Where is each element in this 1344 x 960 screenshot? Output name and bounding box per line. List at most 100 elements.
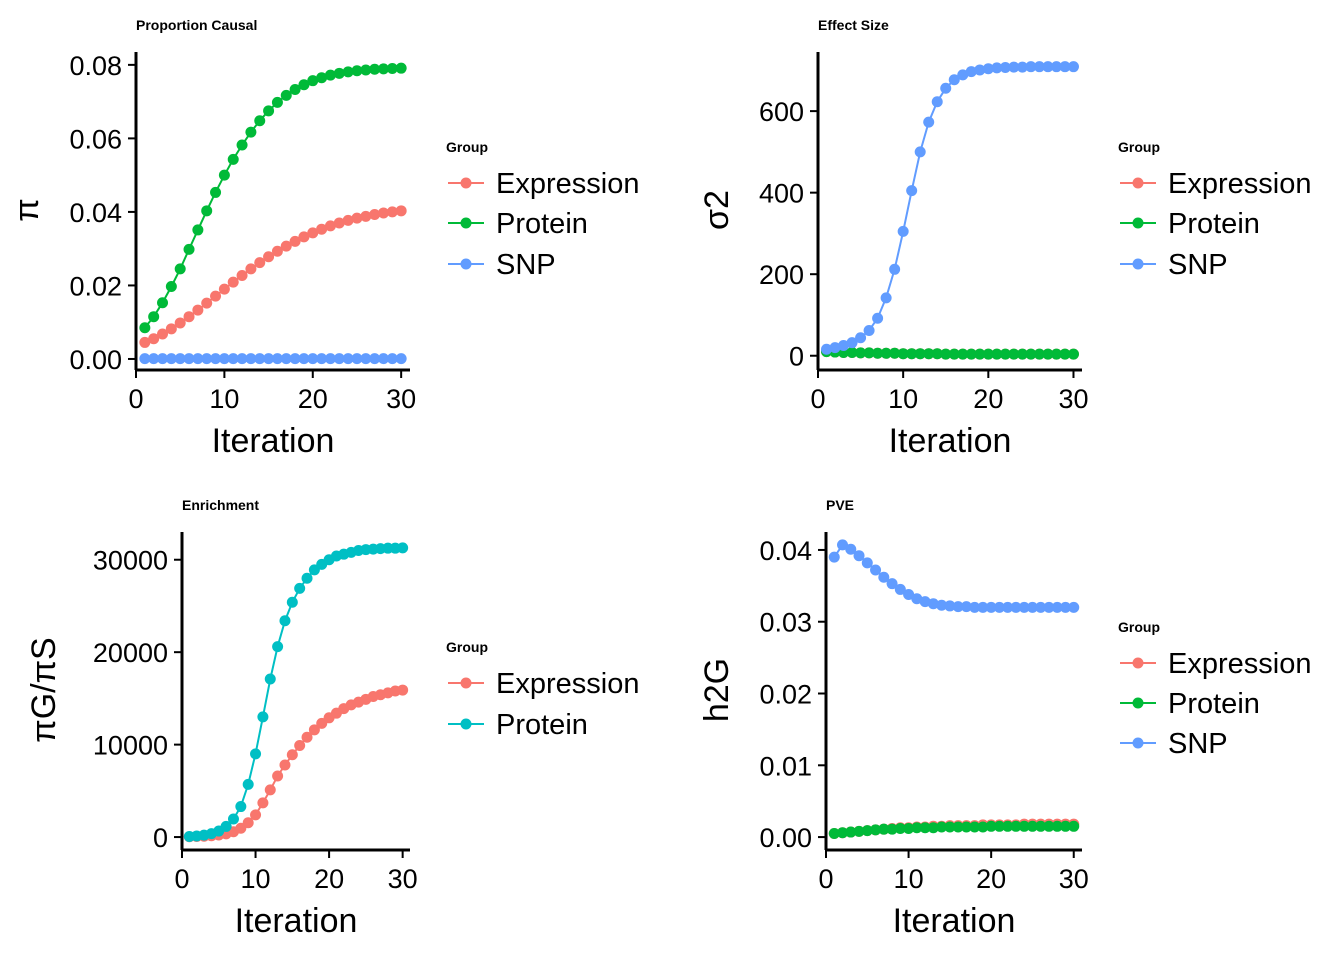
- data-point: [264, 784, 276, 796]
- data-point: [333, 67, 345, 79]
- data-point: [872, 347, 884, 359]
- x-axis-label: Iteration: [212, 422, 335, 460]
- x-axis-label: Iteration: [235, 902, 358, 940]
- data-point: [280, 353, 292, 365]
- data-point: [919, 822, 931, 834]
- data-point: [974, 348, 986, 360]
- data-point: [1068, 601, 1080, 613]
- series-line: [189, 689, 403, 838]
- data-point: [1043, 601, 1055, 613]
- data-point: [289, 353, 301, 365]
- series-line: [826, 65, 1074, 351]
- data-point: [242, 778, 254, 790]
- y-tick-label: 0.01: [759, 751, 812, 781]
- legend-entry: SNP: [496, 249, 556, 281]
- data-point: [940, 82, 952, 94]
- legend-title: Group: [1118, 139, 1160, 155]
- legend: Group Expression Protein: [446, 639, 639, 741]
- data-point: [386, 206, 398, 218]
- data-point: [982, 348, 994, 360]
- y-tick-label: 30000: [93, 546, 168, 576]
- chart-title: Enrichment: [182, 497, 259, 513]
- data-point: [369, 63, 381, 75]
- data-point: [940, 348, 952, 360]
- data-point: [279, 615, 291, 627]
- data-point: [324, 353, 336, 365]
- data-point: [993, 601, 1005, 613]
- data-point: [1002, 601, 1014, 613]
- data-point: [148, 333, 160, 345]
- x-tick-label: 0: [128, 384, 143, 414]
- x-tick-label: 10: [888, 384, 918, 414]
- data-point: [1050, 61, 1062, 73]
- data-point: [944, 821, 956, 833]
- data-point: [301, 572, 313, 584]
- chart-panel-3: Enrichment 0 10 20 30 0 10000 20000 30000 Iterati…: [25, 497, 639, 940]
- data-point: [294, 740, 306, 752]
- data-point: [861, 825, 873, 837]
- data-point: [911, 593, 923, 605]
- legend-key: [448, 177, 484, 189]
- data-point: [993, 820, 1005, 832]
- y-tick-label: 0.08: [69, 51, 122, 81]
- legend-entry: Protein: [1168, 208, 1260, 240]
- data-point: [316, 353, 328, 365]
- data-point: [360, 353, 372, 365]
- y-tick-label: 0.02: [69, 271, 122, 301]
- y-tick-label: 0.00: [69, 345, 122, 375]
- data-point: [174, 317, 186, 329]
- legend-key: [448, 258, 484, 270]
- chart-panel-4: PVE 0 10 20 30 0.00 0.01 0.02 0.03 0.04 Iteration h…: [698, 497, 1311, 940]
- data-point: [386, 63, 398, 75]
- data-point: [148, 353, 160, 365]
- legend-entry: Protein: [496, 208, 588, 240]
- x-tick-label: 20: [298, 384, 328, 414]
- data-point: [286, 596, 298, 608]
- data-point: [845, 543, 857, 555]
- legend: Group Expression Protein SNP: [446, 139, 639, 281]
- data-point: [880, 347, 892, 359]
- data-point: [139, 353, 151, 365]
- data-point: [1068, 820, 1080, 832]
- x-tick-label: 30: [1059, 864, 1089, 894]
- legend-entry: Expression: [496, 168, 639, 200]
- data-point: [298, 79, 310, 91]
- data-point: [828, 827, 840, 839]
- data-point: [218, 169, 230, 181]
- legend-key: [1120, 177, 1156, 189]
- legend: Group Expression Protein SNP: [1118, 619, 1311, 760]
- data-point: [242, 817, 254, 829]
- data-point: [250, 809, 262, 821]
- data-point: [1051, 820, 1063, 832]
- data-point: [308, 724, 320, 736]
- data-point: [846, 346, 858, 358]
- data-point: [948, 348, 960, 360]
- series-protein: [139, 62, 407, 334]
- data-point: [1025, 61, 1037, 73]
- data-point: [245, 126, 257, 138]
- chart-title: Proportion Causal: [136, 17, 257, 33]
- data-point: [360, 210, 372, 222]
- data-point: [1016, 61, 1028, 73]
- y-axis-label: σ2: [698, 190, 736, 230]
- y-axis-label: πG/πS: [25, 637, 63, 743]
- y-tick-label: 0.00: [759, 823, 812, 853]
- legend: Group Expression Protein SNP: [1118, 139, 1311, 281]
- data-point: [1059, 61, 1071, 73]
- data-point: [279, 759, 291, 771]
- x-tick-label: 30: [386, 384, 416, 414]
- data-point: [931, 348, 943, 360]
- data-point: [157, 328, 169, 340]
- series-snp: [139, 353, 407, 365]
- data-point: [351, 212, 363, 224]
- data-point: [855, 347, 867, 359]
- data-point: [257, 797, 269, 809]
- data-point: [235, 801, 247, 813]
- data-point: [294, 582, 306, 594]
- data-point: [183, 353, 195, 365]
- data-point: [271, 353, 283, 365]
- y-tick-label: 400: [759, 179, 804, 209]
- data-point: [272, 641, 284, 653]
- data-point: [165, 323, 177, 335]
- data-point: [254, 353, 266, 365]
